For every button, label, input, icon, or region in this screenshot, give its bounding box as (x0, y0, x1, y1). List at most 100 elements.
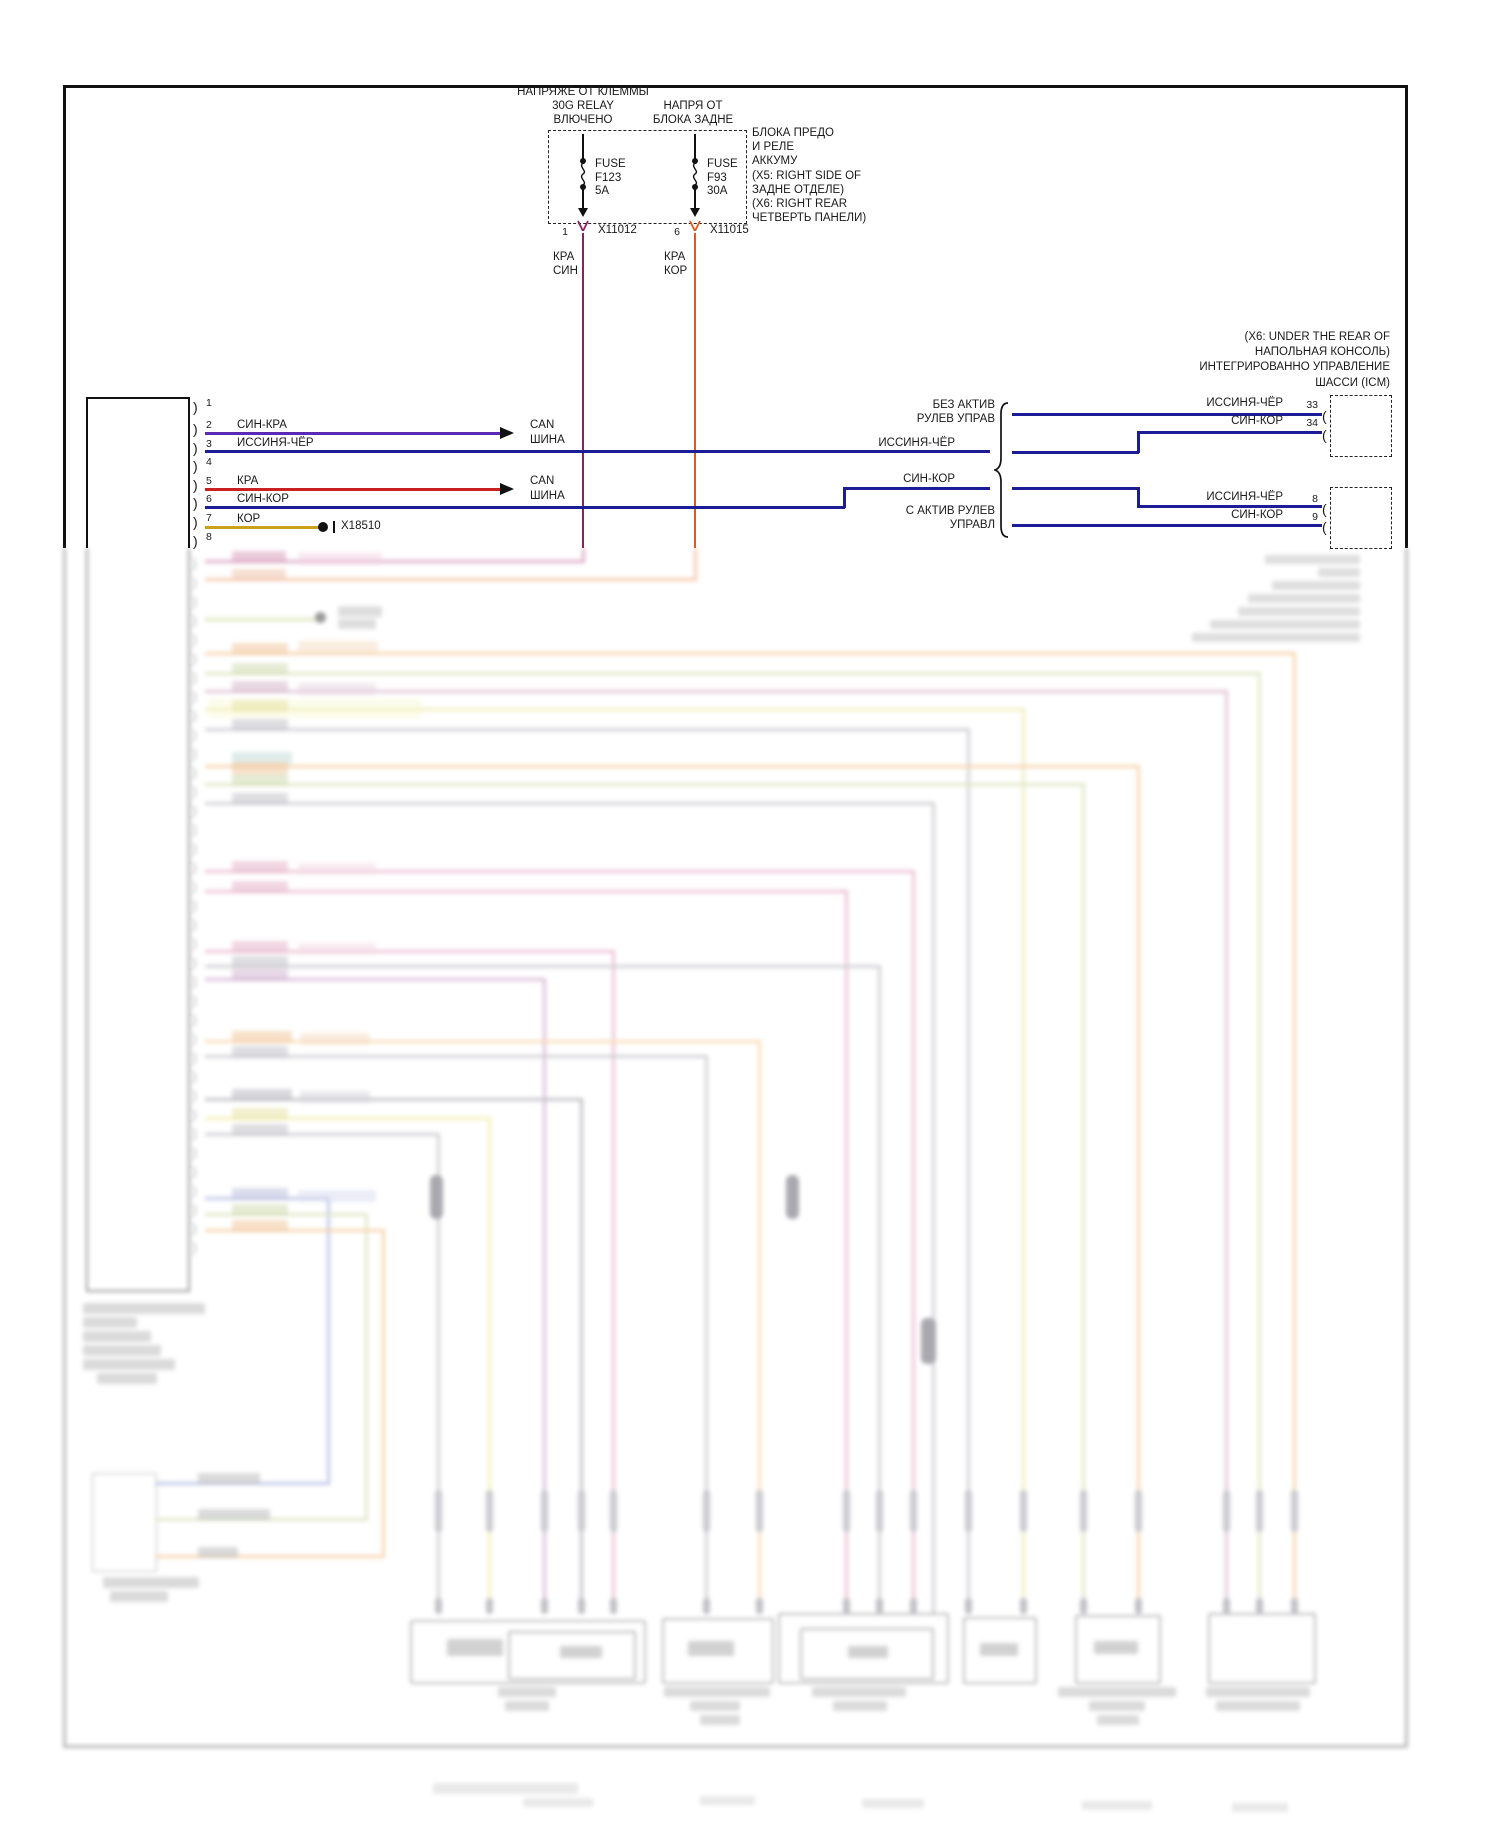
blurred-label-blob (1248, 594, 1360, 603)
icm-wire-33 (1012, 413, 1322, 416)
pin-arc: ) (192, 707, 197, 723)
left-connector-box-top (86, 397, 190, 399)
fuse2-rating: 30A (707, 185, 728, 197)
pin3-wire-label: ИССИНЯ-ЧЁР (237, 437, 314, 449)
faded-wire (205, 560, 585, 563)
blurred-label-blob (198, 1509, 270, 1520)
blurred-label-blob (862, 1799, 924, 1808)
branch-label-top: БЕЗ АКТИВ (932, 399, 995, 411)
inline-connector-tick (1080, 1598, 1087, 1614)
blurred-label-blob (232, 1046, 288, 1058)
faded-wire (205, 652, 1296, 655)
pin-arc: ) (192, 802, 197, 818)
blurred-label-blob (198, 1547, 238, 1558)
blurred-label-blob (232, 881, 288, 893)
icm-header-line: ИНТЕГРИРОВАННО УПРАВЛЕНИЕ (1199, 361, 1390, 373)
blurred-label-blob (1232, 1803, 1288, 1812)
blurred-label-blob (1058, 1687, 1176, 1697)
fuse1-id: F123 (595, 172, 622, 184)
component-box-b (662, 1618, 774, 1684)
blurred-label-blob (232, 1124, 288, 1136)
blurred-label-blob (232, 762, 288, 774)
icm-b-wire2-label: СИН-КОР (1231, 509, 1283, 521)
inline-connector-tick (1020, 1598, 1027, 1614)
blurred-label-blob (298, 1190, 376, 1202)
mid-wire-label-sinkor: СИН-КОР (903, 473, 955, 485)
connector-y-icon (689, 220, 701, 231)
blurred-label-blob (688, 1641, 734, 1656)
fuse-location-note-line: АККУМУ (752, 155, 798, 167)
pin-arc: ( (1322, 408, 1327, 424)
fuse1-element-icon (580, 163, 586, 186)
pin3-wire (205, 450, 990, 453)
blurred-label-blob (505, 1701, 549, 1711)
blurred-label-blob (298, 943, 376, 955)
component-box-f (1208, 1613, 1316, 1684)
inline-connector-tick (843, 1490, 850, 1532)
blurred-label-blob (83, 1345, 161, 1356)
blurred-label-blob (700, 1715, 740, 1725)
pin-number: 3 (206, 438, 212, 450)
blurred-label-blob (232, 1188, 288, 1200)
faded-wire (582, 548, 585, 562)
icm-connector-a-outline (1330, 395, 1392, 457)
blurred-label-blob (232, 774, 288, 786)
inline-connector-tick (1256, 1490, 1263, 1532)
blurred-label-blob (232, 1220, 288, 1232)
inline-connector-tick (435, 1490, 442, 1532)
can-bus-label: CAN (530, 475, 555, 487)
feed1-title: НАПРЯЖЕ ОТ КЛЕММЫ (517, 86, 649, 98)
fuse-box-outline (548, 130, 747, 224)
can-bus-label2: ШИНА (530, 490, 565, 502)
icm-header-line: НАПОЛЬНАЯ КОНСОЛЬ) (1254, 346, 1390, 358)
pin-arc: ) (192, 688, 197, 704)
faded-wire (543, 978, 546, 1613)
faded-wire (1293, 652, 1296, 1613)
splice-block (430, 1175, 443, 1219)
pin-number: 4 (206, 456, 212, 468)
blurred-label-blob (208, 699, 422, 718)
pin-arc: ) (192, 821, 197, 837)
pin-arc: ) (192, 593, 197, 609)
faded-wire (1137, 765, 1140, 1613)
pin-arc: ) (192, 1106, 197, 1122)
blurred-label-blob (110, 1591, 168, 1602)
fuse1-label: FUSE (595, 158, 626, 170)
blurred-label-blob (232, 1108, 288, 1120)
pin-arc: ) (192, 1011, 197, 1027)
pin-arc: ) (192, 916, 197, 932)
blurred-label-blob (232, 752, 292, 764)
blurred-label-blob (447, 1639, 503, 1656)
inline-connector-tick (1135, 1598, 1142, 1614)
fuse-location-note-line: ЗАДНЕ ОТДЕЛЕ) (752, 184, 845, 196)
inline-connector-tick (965, 1598, 972, 1614)
icm-wire-34 (1012, 451, 1139, 454)
component-box-d (963, 1617, 1037, 1684)
inline-connector-tick (610, 1490, 617, 1532)
pin-number: 6 (206, 493, 212, 505)
pin-arc: ) (192, 745, 197, 761)
pin6-wire-label: СИН-КОР (237, 493, 289, 505)
faded-wire (205, 978, 546, 981)
connector2-id: X11015 (710, 224, 749, 236)
inline-connector-tick (910, 1598, 917, 1614)
splice-id: X18510 (341, 520, 381, 532)
inline-connector-tick (1291, 1490, 1298, 1532)
pin5-wire (205, 488, 502, 491)
pin-arc: ) (192, 935, 197, 951)
faded-wire (758, 1040, 761, 1613)
blurred-label-blob (1210, 620, 1360, 629)
faded-wire (205, 618, 325, 621)
faded-wire (205, 1117, 491, 1120)
branch-label-bottom: С АКТИВ РУЛЕВ (905, 505, 995, 517)
blurred-label-blob (1238, 607, 1360, 616)
inline-connector-tick (541, 1490, 548, 1532)
blurred-label-blob (232, 1031, 292, 1043)
pin-arc: ) (192, 669, 197, 685)
component-box-c-inner (800, 1628, 934, 1680)
blurred-label-blob (198, 1473, 260, 1484)
blurred-label-blob (300, 1033, 370, 1045)
connector1-id: X11012 (598, 224, 637, 236)
faded-wire (845, 890, 848, 1613)
